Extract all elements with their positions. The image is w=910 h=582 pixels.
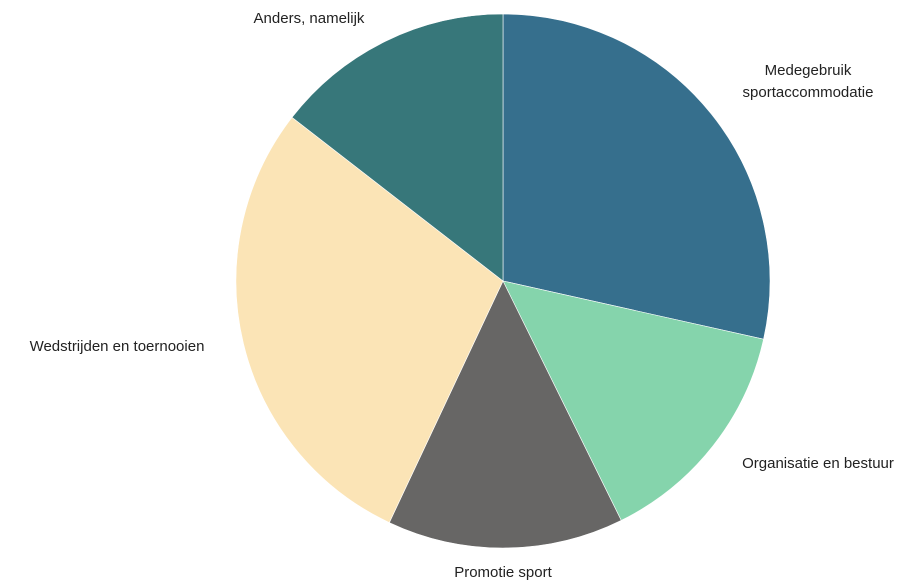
pie-slice	[502, 13, 771, 340]
pie-slice	[388, 280, 622, 549]
pie-slice	[502, 280, 764, 521]
pie-slices	[235, 13, 771, 549]
pie-slice	[291, 13, 504, 282]
slice-label: Wedstrijden en toernooien	[30, 338, 205, 355]
pie-slice	[235, 116, 504, 523]
slice-label: Medegebruik sportaccommodatie	[743, 62, 874, 101]
pie-labels: Medegebruik sportaccommodatie Organisatie …	[30, 10, 894, 581]
slice-label: Promotie sport	[454, 564, 552, 581]
slice-label: Anders, namelijk	[254, 10, 365, 27]
slice-label: Organisatie en bestuur	[742, 455, 894, 472]
